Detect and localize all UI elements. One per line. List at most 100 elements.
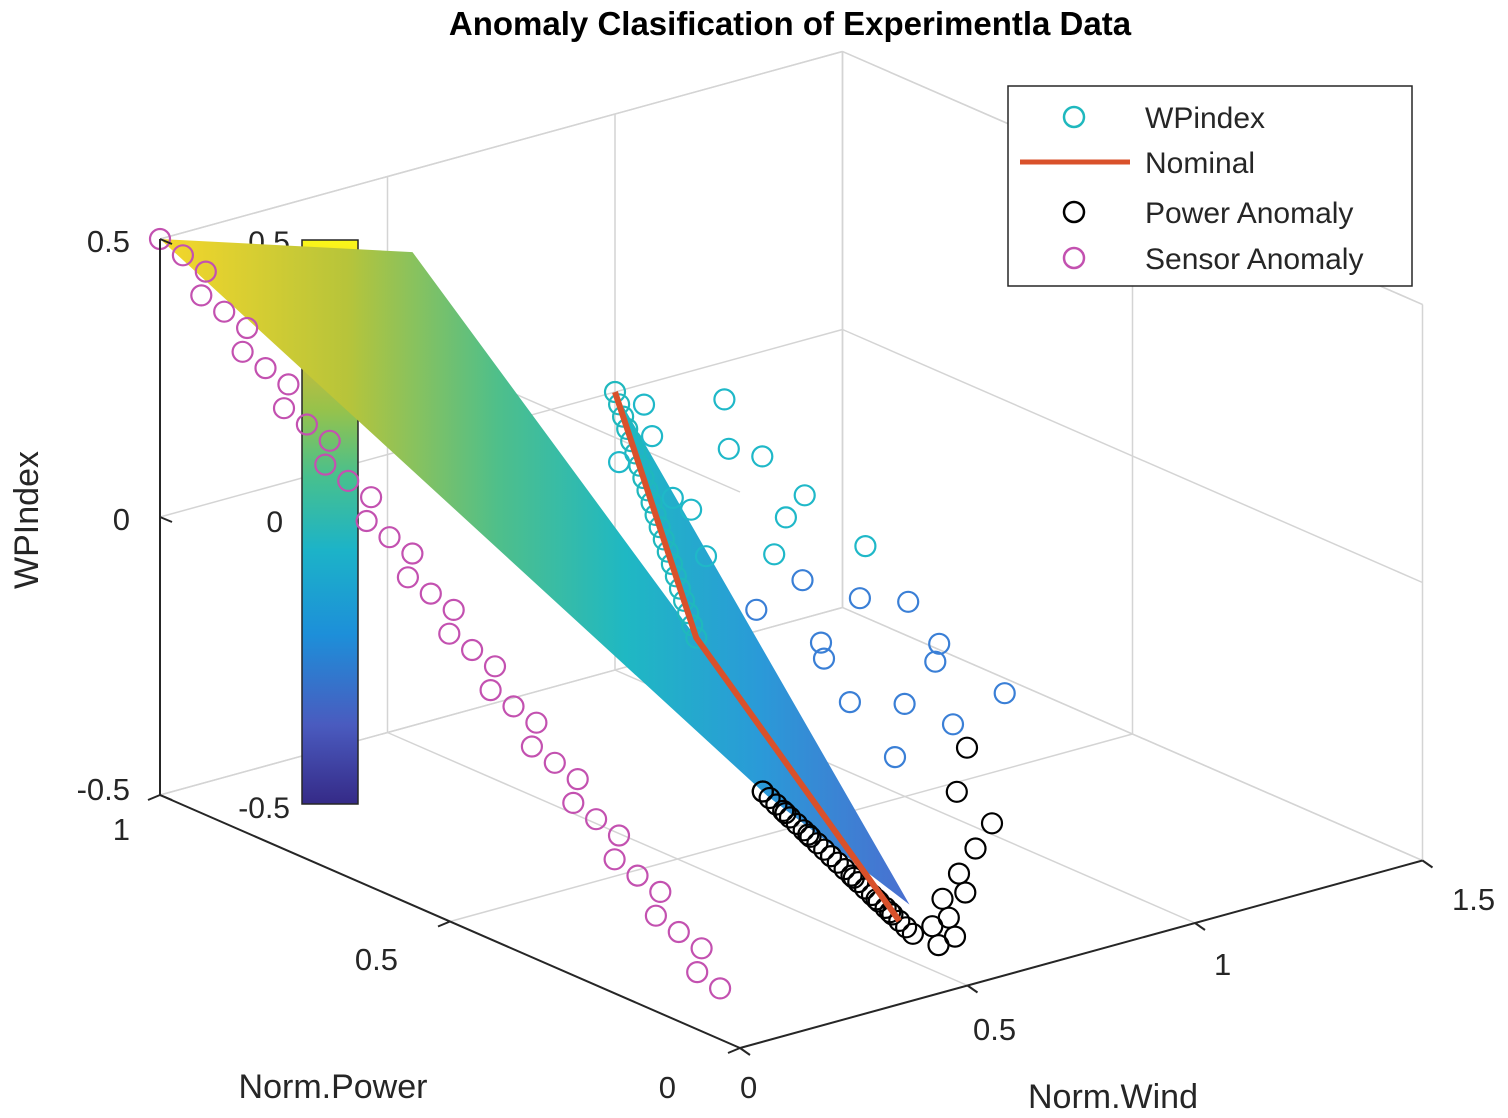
nominal-line [612,391,902,923]
sensor-anomaly-point [708,977,732,1000]
sensor-anomaly-point [419,582,442,605]
z-tick-labels: 0.5 0 -0.5 [77,224,130,807]
wpindex-point [603,380,627,404]
x-tick-label: 0 [740,1070,757,1105]
sensor-anomaly-point [543,751,566,774]
power-anomaly-point [931,887,954,910]
sensor-anomaly-point [277,373,300,396]
power-anomaly-point [797,823,820,846]
sensor-anomaly-point [667,920,690,944]
sensor-anomaly-point [254,357,277,380]
power-anomaly-point [954,881,977,904]
wpindex-point [793,484,816,507]
wall-gridline [842,606,1423,862]
x-tick-label: 1 [1214,947,1231,982]
sensor-anomaly-point [686,960,709,984]
wpindex-surface [160,239,910,905]
power-anomaly-point [826,851,849,874]
wpindex-point [838,690,862,714]
sensor-anomaly-point [337,469,360,492]
sensor-anomaly-point [401,542,424,565]
power-anomaly-point [947,862,971,885]
y-tick [437,920,451,928]
legend-box [1007,85,1413,287]
sensor-anomaly-point [295,413,318,436]
power-anomaly-point [799,825,822,848]
wpindex-point [751,445,774,468]
wpindex-series [603,380,1016,769]
sensor-anomaly-point [438,622,461,645]
sensor-anomaly-point [314,453,337,476]
sensor-anomaly-point [318,429,341,452]
x-tick [1194,922,1206,931]
y-axis-label: Norm.Power [239,1068,428,1106]
legend-label: Power Anomaly [1145,197,1353,230]
sensor-anomaly-point [562,791,585,815]
z-tick-label: 0 [113,502,130,537]
sensor-anomaly-point [566,767,589,791]
power-anomaly-point [751,780,774,803]
wpindex-point [611,405,635,428]
power-anomaly-point [840,864,863,887]
wpindex-point [620,430,643,453]
z-tick [159,238,173,245]
wpindex-point [661,486,684,509]
sensor-anomaly-point [190,284,213,307]
wpindex-point [640,491,663,514]
x-tick [1421,859,1434,869]
wpindex-point [632,466,655,490]
wpindex-point [713,388,736,411]
wpindex-point [763,543,786,566]
sensor-anomaly-point [231,340,254,363]
power-anomaly-point [758,786,781,810]
power-anomaly-point [894,916,918,939]
colorbar-tick-label: -0.5 [238,792,290,825]
power-anomaly-point [772,799,795,823]
wpindex-point [893,692,916,716]
x-axis-label: Norm.Wind [1028,1078,1198,1116]
sensor-anomaly-series [148,227,732,1000]
wpindex-point [883,745,907,769]
wpindex-point [812,647,836,670]
sensor-anomaly-point [360,486,383,509]
sensor-anomaly-point [603,848,626,871]
x-axis-line [739,859,1423,1049]
legend-marker-sensor-anomaly [1062,246,1086,270]
sensor-anomaly-point [690,937,713,960]
z-tick-label: 0.5 [87,224,130,259]
wpindex-point [848,587,872,610]
wpindex-point [745,598,768,621]
wpindex-point [774,506,798,529]
z-tick [159,516,173,523]
power-anomaly-point [980,812,1004,835]
power-anomaly-point [813,838,836,861]
power-anomaly-point [901,922,925,945]
wpindex-point [607,451,631,474]
wpindex-point [660,552,684,576]
wpindex-point [809,631,833,654]
y-tick-label: 0 [659,1070,676,1105]
sensor-anomaly-point [520,735,544,758]
y-tick [727,1047,741,1054]
chart-title: Anomaly Clasification of Experimentla Da… [449,5,1132,42]
power-anomaly-point [878,901,902,924]
sensor-anomaly-point [194,260,217,283]
y-tick-label: 0.5 [355,942,398,977]
axis-lines [147,238,1434,1056]
power-anomaly-point [774,801,797,825]
y-tick [147,794,161,801]
wpindex-point [676,601,700,625]
wall-gridline [842,328,1423,584]
wpindex-point [664,565,688,588]
wpindex-point [672,589,696,612]
power-anomaly-point [819,845,843,868]
wpindex-point [941,713,965,736]
wpindex-point [791,569,814,592]
legend-marker-wpindex [1062,105,1086,129]
sensor-anomaly-point [236,316,259,340]
z-tick-label: -0.5 [77,772,130,807]
wpindex-point [644,503,667,527]
wpindex-surface-area [160,239,910,905]
wpindex-point [993,682,1016,705]
